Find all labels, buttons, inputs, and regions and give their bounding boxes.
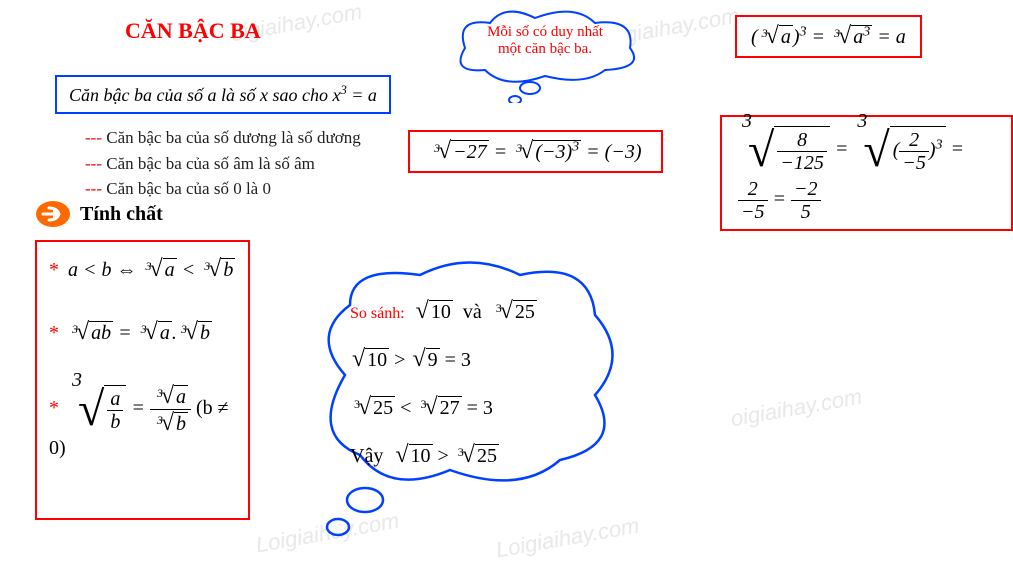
bullet-text: Căn bậc ba của số 0 là 0: [106, 179, 271, 198]
bullet-text: Căn bậc ba của số âm là số âm: [106, 154, 315, 173]
formula-box-2: 3√−27 = 3√(−3)3 = (−3): [408, 130, 663, 173]
definition-suffix: = a: [347, 85, 377, 105]
cloud-1-text: Mỗi số có duy nhất một căn bậc ba.: [465, 24, 625, 58]
subheading: Tính chất: [80, 203, 163, 226]
vay-label: Vậy: [350, 445, 383, 467]
definition-text: Căn bậc ba của số a là số x sao cho x: [69, 85, 340, 105]
bullet-item: --- Căn bậc ba của số âm là số âm: [85, 151, 361, 177]
cloud-2-content: So sánh: √10 và 3√25 √10 > √9 = 3 3√25 <…: [350, 287, 537, 479]
bullet-text: Căn bậc ba của số dương là số dương: [106, 128, 361, 147]
formula-box-1: (3√a)3 = 3√a3 = a: [735, 15, 922, 58]
bullet-item: --- Căn bậc ba của số 0 là 0: [85, 176, 361, 202]
sosanh-label: So sánh:: [350, 305, 405, 322]
property-3: * 3√ab = 3√a 3√b (b ≠ 0): [49, 382, 236, 460]
cloud-note-2: So sánh: √10 và 3√25 √10 > √9 = 3 3√25 <…: [290, 245, 630, 540]
arrow-icon: [35, 200, 71, 228]
watermark: oigiaihay.com: [729, 384, 864, 433]
definition-box: Căn bậc ba của số a là số x sao cho x3 =…: [55, 75, 391, 114]
conclusion: Vậy √10 > 3√25: [350, 431, 537, 479]
compare-line: So sánh: √10 và 3√25: [350, 287, 537, 335]
page-title: CĂN BẬC BA: [125, 18, 261, 44]
bullet-list: --- Căn bậc ba của số dương là số dương …: [85, 125, 361, 202]
and-label: và: [463, 301, 482, 323]
formula-box-3: 3√8−125 = 3√(2−5)3 = 2−5 = −25: [720, 115, 1013, 231]
property-1: * a < b ⇔ 3√a < 3√b: [49, 256, 236, 283]
bullet-item: --- Căn bậc ba của số dương là số dương: [85, 125, 361, 151]
cloud-note-1: Mỗi số có duy nhất một căn bậc ba.: [435, 8, 655, 83]
step-2: 3√25 < 3√27 = 3: [350, 383, 537, 431]
cloud-line: Mỗi số có duy nhất: [487, 24, 603, 40]
step-1: √10 > √9 = 3: [350, 335, 537, 383]
properties-box: * a < b ⇔ 3√a < 3√b * 3√ab = 3√a.3√b * 3…: [35, 240, 250, 520]
property-2: * 3√ab = 3√a.3√b: [49, 319, 236, 346]
cloud-line: một căn bậc ba.: [498, 41, 592, 57]
